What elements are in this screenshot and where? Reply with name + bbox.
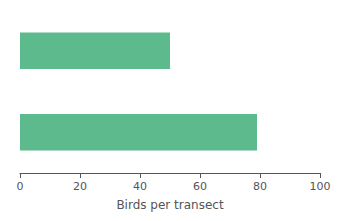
svg-text:20: 20 [73, 180, 87, 193]
svg-text:60: 60 [193, 180, 207, 193]
svg-text:40: 40 [133, 180, 147, 193]
svg-text:100: 100 [310, 180, 331, 193]
svg-text:0: 0 [17, 180, 24, 193]
svg-text:80: 80 [253, 180, 267, 193]
svg-text:Birds per transect: Birds per transect [116, 198, 224, 212]
